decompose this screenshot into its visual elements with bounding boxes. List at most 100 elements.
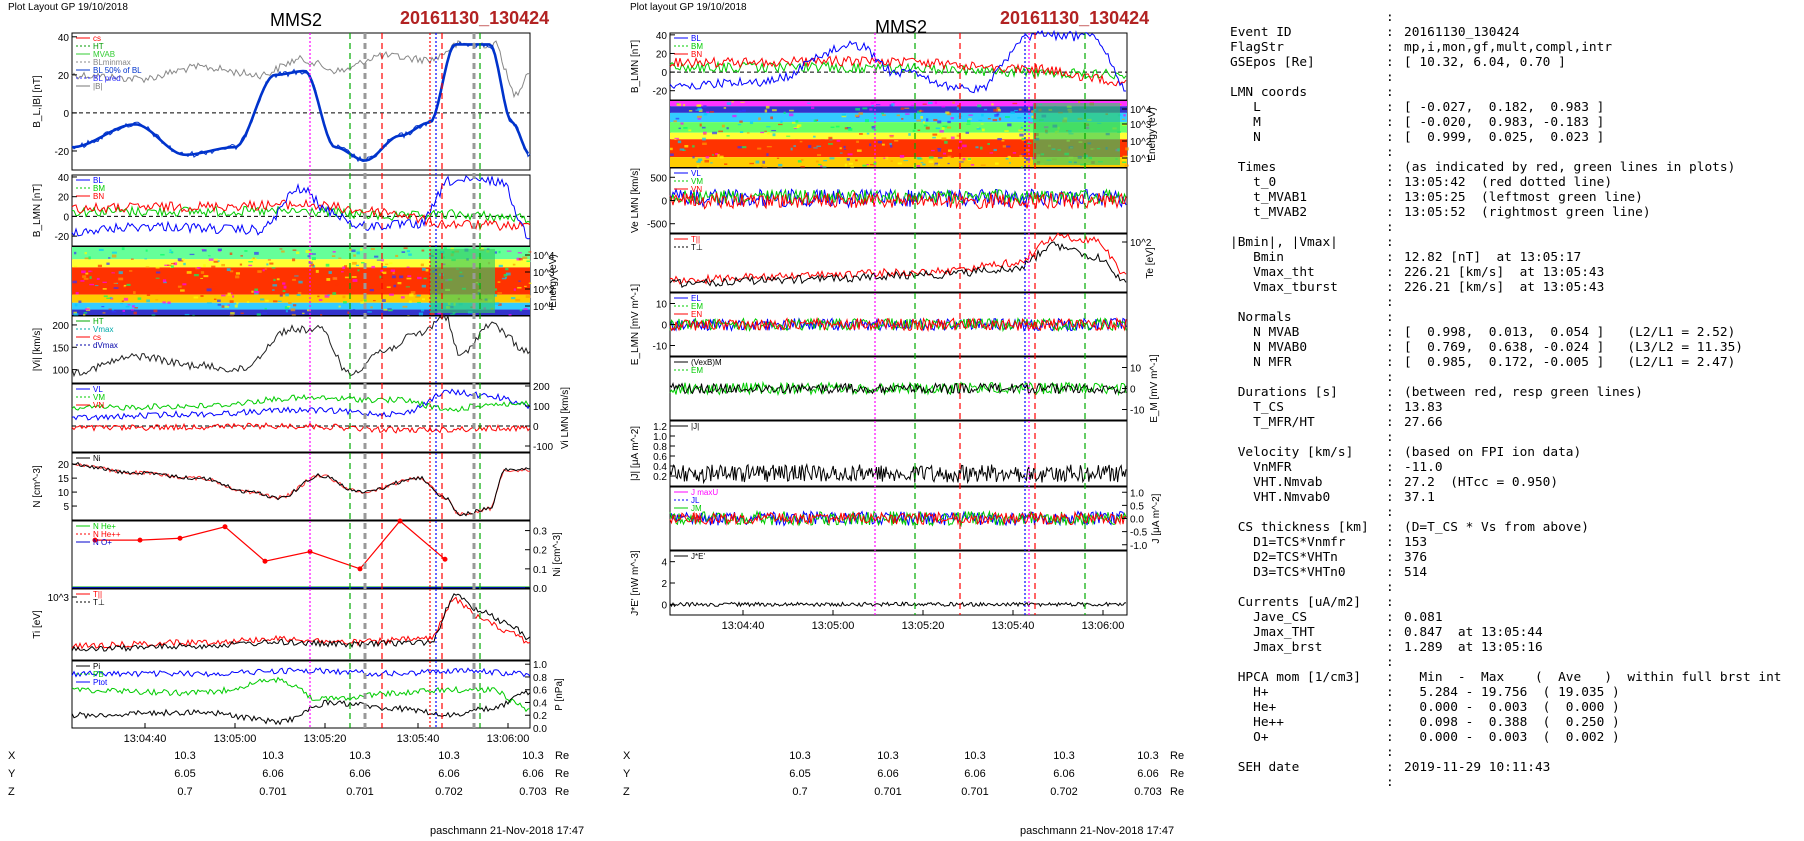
y-tick-label: 10^1 (1130, 154, 1152, 165)
spectrogram-speckle (937, 135, 941, 138)
summary-row: N MFR: [ 0.985, 0.172, -0.005 ] (L2/L1 = … (1230, 355, 1790, 370)
spectrogram-speckle (181, 258, 185, 261)
coord-value: 10.3 (1137, 750, 1159, 762)
spectrogram-speckle (721, 124, 725, 128)
y-axis-label: B_LMN [nT] (32, 184, 43, 238)
spectrogram-speckle (206, 288, 212, 292)
summary-key: Jmax_THT (1230, 625, 1315, 640)
spectrogram-speckle (731, 101, 734, 103)
data-trace (71, 689, 531, 726)
spectrogram-speckle (192, 314, 195, 316)
spectrogram-speckle (85, 308, 90, 311)
legend-label: JN (691, 512, 701, 521)
spectrogram-speckle (697, 107, 702, 111)
spectrogram-speckle (183, 273, 188, 276)
spectrogram-speckle (777, 166, 783, 168)
summary-value: [ 0.999, 0.025, 0.023 ] (1404, 130, 1605, 145)
spectrogram-speckle (369, 288, 374, 292)
spectrogram-speckle (292, 304, 297, 307)
spectrogram-speckle (80, 280, 85, 282)
spectrogram-speckle (236, 302, 239, 305)
spectrogram-speckle (106, 262, 110, 265)
y-axis-label: Vi LMN [km/s] (560, 387, 571, 449)
plot-panel: 1.21.00.80.60.40.2 |J| [μA m^-2] |J| (630, 420, 1128, 487)
y-tick-label: 1.0 (1130, 488, 1144, 499)
spectrogram-speckle (85, 272, 89, 275)
summary-key: D3=TCS*VHTn0 (1230, 565, 1346, 580)
spectrogram-speckle (962, 144, 967, 148)
spectrogram-speckle (374, 255, 379, 258)
spectrogram-speckle (292, 249, 297, 251)
spectrogram-speckle (155, 266, 160, 269)
summary-separator: : (1386, 745, 1394, 760)
spectrogram-speckle (828, 143, 833, 145)
spectrogram-speckle (959, 140, 963, 143)
data-trace (669, 601, 1127, 608)
summary-row: SEH date:2019-11-29 10:11:43 (1230, 760, 1790, 775)
spectrogram-speckle (891, 103, 895, 107)
summary-separator: : (1386, 10, 1394, 25)
spectrogram-speckle (702, 137, 706, 141)
data-point (442, 556, 448, 562)
spectrogram-speckle (859, 133, 863, 135)
spectrogram-speckle (88, 270, 93, 273)
data-trace (71, 394, 531, 413)
coord-value: 10.3 (349, 750, 371, 762)
summary-value: 13:05:52 (rightmost green line) (1404, 205, 1651, 220)
summary-row: LMN coords: (1230, 85, 1790, 100)
plot-panel: 10^3 Ti [eV] T||T⊥ (32, 588, 531, 661)
spectrogram-speckle (168, 282, 172, 285)
spectrogram-speckle (145, 249, 148, 252)
spectrogram-speckle (307, 255, 311, 258)
coord-row-label: Y (623, 768, 631, 780)
middle-event-id: 20161130_130424 (1000, 8, 1150, 28)
spectrogram-speckle (167, 301, 171, 304)
spectrogram-speckle (272, 289, 275, 291)
spectrogram-speckle (235, 275, 240, 279)
spectrogram-speckle (182, 283, 187, 286)
spectrogram-speckle (933, 118, 938, 122)
y-tick-label: 10 (656, 300, 668, 311)
summary-row: : (1230, 220, 1790, 235)
legend-label: |J| (691, 422, 699, 431)
data-trace (669, 29, 1126, 94)
spectrogram-speckle (183, 262, 186, 266)
spectrogram-speckle (696, 165, 700, 168)
summary-key (1230, 370, 1386, 385)
spectrogram-speckle (839, 147, 842, 150)
summary-row: |Bmin|, |Vmax|: (1230, 235, 1790, 250)
spectrogram-speckle (1014, 109, 1018, 112)
spectrogram-speckle (402, 305, 408, 308)
summary-key: CS thickness [km] (1230, 520, 1369, 535)
spectrogram-speckle (312, 253, 316, 255)
panel-frame (71, 32, 531, 171)
spectrogram-speckle (287, 305, 291, 308)
spectrogram-speckle (942, 152, 947, 155)
spectrogram-speckle (846, 158, 850, 161)
spectrogram-speckle (129, 270, 133, 272)
spectrogram-speckle (155, 271, 161, 274)
spectrogram-speckle (351, 276, 357, 278)
spectrogram-speckle (302, 312, 305, 315)
y-axis-label: P [nPa] (554, 678, 565, 711)
spectrogram-speckle (864, 119, 870, 123)
coord-value: 6.06 (262, 768, 284, 780)
spectrogram-speckle (1012, 152, 1017, 154)
spectrogram-speckle (674, 137, 679, 140)
spectrogram-speckle (221, 294, 226, 297)
plot-panel: 0.3 0.2 0.1 0.0 Ni [cm^-3] N He+N He++N O+ (71, 518, 563, 595)
spectrogram-speckle (762, 166, 768, 169)
summary-row: Jmax_THT:0.847 at 13:05:44 (1230, 625, 1790, 640)
data-point (262, 558, 268, 564)
legend-label: JM (691, 504, 702, 513)
event-summary: : Event ID:20161130_130424 FlagStr: mp,i,mo… (1230, 10, 1790, 810)
spectrogram-speckle (928, 101, 933, 105)
summary-row: : (1230, 655, 1790, 670)
spectrogram-speckle (848, 128, 853, 131)
legend-label: T|| (93, 590, 102, 599)
spectrogram-speckle (367, 311, 372, 313)
summary-separator: : (1386, 610, 1394, 625)
summary-separator: : (1386, 175, 1394, 190)
